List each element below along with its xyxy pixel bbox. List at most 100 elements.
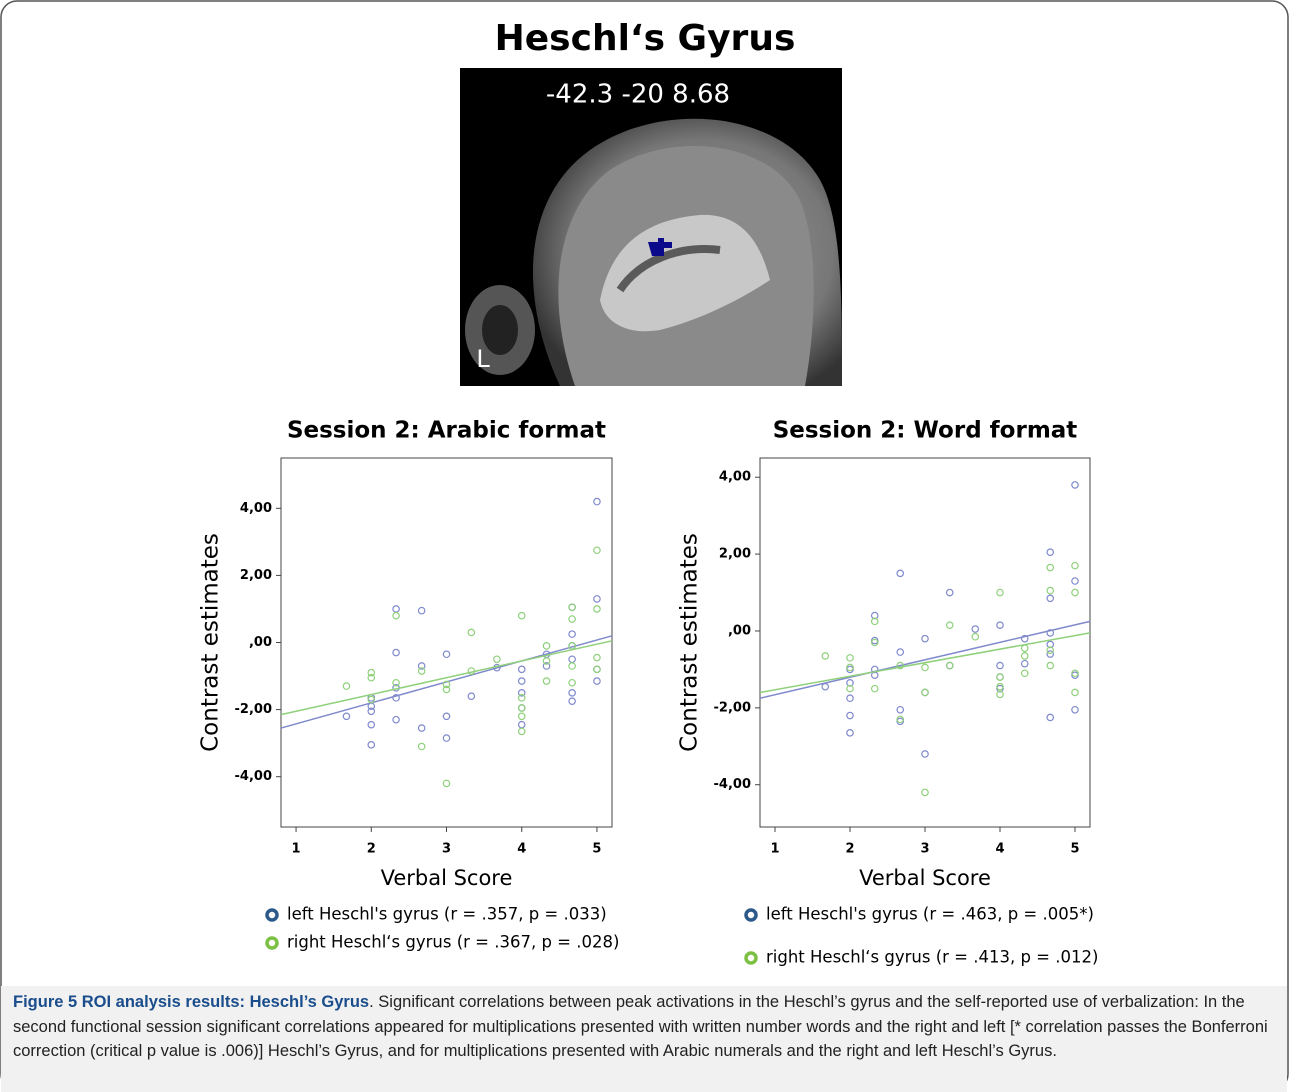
x-tick-label: 1 — [292, 842, 301, 857]
data-point — [568, 603, 576, 612]
data-point — [1046, 646, 1055, 654]
data-point — [568, 662, 576, 670]
data-point — [846, 729, 854, 737]
x-tick-label: 2 — [845, 842, 854, 857]
data-point — [367, 695, 376, 704]
legend-label: right Heschl‘s gyrus (r = .413, p = .012… — [766, 948, 1098, 967]
data-point — [568, 630, 576, 638]
chart-title: Session 2: Word format — [773, 418, 1078, 444]
data-point — [542, 677, 551, 685]
x-tick-label: 4 — [995, 842, 1004, 857]
legend-marker — [744, 951, 758, 965]
x-axis-label: Verbal Score — [381, 866, 513, 890]
data-point — [542, 662, 551, 670]
data-point — [1071, 688, 1079, 697]
data-point — [568, 678, 576, 687]
y-axis-label: Contrast estimates — [198, 533, 224, 752]
trend-line — [759, 632, 1091, 694]
data-point — [517, 704, 526, 712]
x-tick-label: 1 — [770, 842, 779, 857]
data-point — [367, 668, 376, 677]
data-point — [921, 750, 929, 758]
brain-side: L — [476, 345, 490, 373]
data-point — [996, 661, 1004, 670]
brain-image: -42.3 -20 8.68 L — [460, 68, 842, 386]
data-point — [517, 665, 526, 674]
data-point — [1046, 713, 1055, 722]
data-point — [417, 724, 426, 732]
data-point — [1071, 588, 1079, 597]
data-point — [1046, 661, 1055, 670]
y-tick-label: -2,00 — [714, 700, 751, 715]
figure-title: Heschl‘s Gyrus — [495, 18, 796, 59]
data-point — [392, 715, 400, 724]
data-point — [1046, 563, 1055, 572]
x-tick-label: 4 — [517, 842, 526, 857]
chart-title: Session 2: Arabic format — [287, 418, 606, 444]
data-point — [870, 617, 879, 626]
data-point — [870, 665, 879, 674]
data-point — [996, 621, 1004, 630]
x-tick-label: 2 — [367, 842, 376, 857]
trend-line — [759, 620, 1091, 699]
trend-line — [280, 640, 613, 716]
data-point — [517, 611, 526, 620]
legend-label: left Heschl's gyrus (r = .357, p = .033) — [287, 905, 607, 924]
data-point — [1046, 548, 1055, 556]
data-point — [821, 652, 830, 660]
data-point — [846, 663, 854, 672]
data-point — [593, 595, 601, 603]
data-point — [996, 690, 1004, 699]
data-point — [442, 685, 451, 694]
y-tick-label: -4,00 — [714, 777, 751, 792]
data-point — [342, 712, 351, 721]
caption: Figure 5 ROI analysis results: Heschl’s … — [1, 986, 1287, 1092]
data-point — [568, 615, 576, 623]
legend-marker — [744, 908, 758, 922]
trend-line — [280, 635, 613, 729]
data-point — [442, 779, 451, 788]
plot-area — [280, 457, 613, 828]
data-point — [517, 677, 526, 685]
x-axis-label: Verbal Score — [859, 866, 991, 890]
data-point — [593, 665, 601, 674]
data-point — [921, 663, 929, 672]
y-tick-label: 2,00 — [240, 568, 272, 583]
data-point — [593, 677, 601, 685]
data-point — [417, 667, 426, 675]
x-tick-label: 5 — [592, 842, 601, 857]
data-point — [921, 788, 929, 797]
data-point — [996, 588, 1004, 597]
data-point — [417, 742, 426, 751]
data-point — [971, 632, 980, 641]
x-tick-label: 5 — [1070, 842, 1079, 857]
data-point — [517, 689, 526, 697]
data-point — [921, 688, 929, 697]
data-point — [996, 673, 1004, 681]
y-tick-label: ,00 — [728, 623, 751, 638]
data-point — [517, 694, 526, 702]
legend-marker — [265, 936, 279, 950]
data-point — [846, 684, 854, 693]
data-point — [593, 497, 601, 506]
caption-label: Figure 5 ROI analysis results: Heschl’s … — [13, 993, 370, 1011]
data-point — [846, 679, 854, 687]
data-point — [996, 682, 1004, 691]
data-point — [1020, 634, 1029, 643]
data-point — [392, 694, 400, 702]
data-point — [1046, 594, 1055, 603]
data-point — [1071, 705, 1079, 714]
data-point — [517, 727, 526, 736]
y-tick-label: 4,00 — [240, 501, 272, 516]
data-point — [342, 682, 351, 690]
data-point — [1046, 629, 1055, 637]
y-tick-label: -4,00 — [235, 769, 272, 784]
y-tick-label: 2,00 — [719, 547, 751, 562]
data-point — [1071, 561, 1079, 570]
data-point — [1071, 669, 1079, 678]
data-point — [367, 720, 376, 729]
data-point — [1071, 577, 1079, 585]
data-point — [517, 712, 526, 721]
